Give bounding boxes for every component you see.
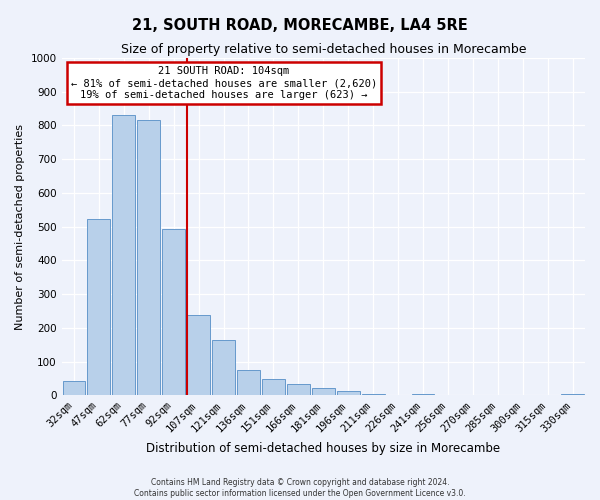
Bar xyxy=(237,370,260,395)
Bar xyxy=(112,116,136,395)
X-axis label: Distribution of semi-detached houses by size in Morecambe: Distribution of semi-detached houses by … xyxy=(146,442,500,455)
Bar xyxy=(412,394,434,395)
Y-axis label: Number of semi-detached properties: Number of semi-detached properties xyxy=(15,124,25,330)
Bar xyxy=(362,394,385,395)
Bar xyxy=(162,229,185,395)
Text: 21 SOUTH ROAD: 104sqm
← 81% of semi-detached houses are smaller (2,620)
19% of s: 21 SOUTH ROAD: 104sqm ← 81% of semi-deta… xyxy=(71,66,377,100)
Text: 21, SOUTH ROAD, MORECAMBE, LA4 5RE: 21, SOUTH ROAD, MORECAMBE, LA4 5RE xyxy=(132,18,468,32)
Text: Contains HM Land Registry data © Crown copyright and database right 2024.
Contai: Contains HM Land Registry data © Crown c… xyxy=(134,478,466,498)
Bar xyxy=(137,120,160,395)
Bar xyxy=(337,391,359,395)
Bar xyxy=(88,219,110,395)
Bar xyxy=(262,379,285,395)
Bar xyxy=(312,388,335,395)
Bar xyxy=(187,316,210,395)
Bar xyxy=(561,394,584,395)
Bar xyxy=(287,384,310,395)
Bar xyxy=(212,340,235,395)
Title: Size of property relative to semi-detached houses in Morecambe: Size of property relative to semi-detach… xyxy=(121,42,526,56)
Bar xyxy=(62,380,85,395)
